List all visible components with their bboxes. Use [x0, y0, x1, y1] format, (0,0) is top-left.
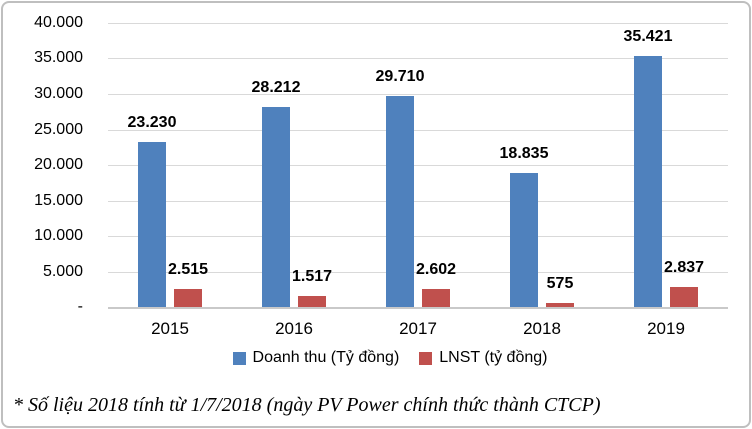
bar-value-label-lnst-2019: 2.837	[663, 259, 705, 276]
bar-value-label-lnst-2017: 2.602	[415, 261, 457, 278]
y-tick-label: 15.000	[34, 192, 83, 209]
y-tick-label: 20.000	[34, 156, 83, 173]
y-tick-label: 10.000	[34, 227, 83, 244]
bar-value-label-lnst-2018: 575	[546, 275, 574, 292]
bar-doanh-thu-2015	[138, 142, 166, 307]
x-tick-label-2017: 2017	[399, 319, 437, 338]
bar-value-label-lnst-2015: 2.515	[167, 261, 209, 278]
legend-marker-lnst-icon	[419, 351, 433, 365]
legend-item-doanh-thu: Doanh thu (Tỷ đồng)	[232, 349, 400, 367]
y-tick-label: 25.000	[34, 121, 83, 138]
y-tick-label: 40.000	[34, 14, 83, 31]
bar-lnst-2016	[298, 296, 326, 307]
gridline	[108, 272, 728, 273]
bar-doanh-thu-2017	[386, 96, 414, 307]
gridline	[108, 165, 728, 166]
gridline	[108, 236, 728, 237]
x-tick-label-2019: 2019	[647, 319, 685, 338]
y-tick-label: -	[77, 298, 83, 315]
bar-value-label-doanh-thu-2018: 18.835	[499, 145, 549, 162]
legend-label-lnst: LNST (tỷ đồng)	[439, 349, 548, 366]
bar-value-label-doanh-thu-2017: 29.710	[375, 68, 425, 85]
legend-item-lnst: LNST (tỷ đồng)	[419, 349, 547, 367]
gridline	[108, 201, 728, 202]
footnote: * Số liệu 2018 tính từ 1/7/2018 (ngày PV…	[13, 394, 601, 416]
legend-marker-doanh-thu-icon	[232, 351, 246, 365]
bar-value-label-doanh-thu-2015: 23.230	[127, 114, 177, 131]
x-axis-line	[108, 307, 728, 309]
y-tick-label: 5.000	[42, 263, 83, 280]
gridline	[108, 58, 728, 59]
bar-value-label-doanh-thu-2016: 28.212	[251, 79, 301, 96]
bar-lnst-2017	[422, 289, 450, 307]
bar-doanh-thu-2018	[510, 173, 538, 307]
gridline	[108, 94, 728, 95]
bar-doanh-thu-2019	[634, 56, 662, 307]
bar-doanh-thu-2016	[262, 107, 290, 307]
bar-lnst-2015	[174, 289, 202, 307]
legend-label-doanh-thu: Doanh thu (Tỷ đồng)	[252, 349, 400, 366]
bar-lnst-2018	[546, 303, 574, 307]
bar-value-label-lnst-2016: 1.517	[291, 268, 333, 285]
y-tick-label: 30.000	[34, 85, 83, 102]
y-tick-label: 35.000	[34, 49, 83, 66]
gridline	[108, 130, 728, 131]
gridline	[108, 23, 728, 24]
x-tick-label-2016: 2016	[275, 319, 313, 338]
x-tick-label-2015: 2015	[151, 319, 189, 338]
bar-lnst-2019	[670, 287, 698, 307]
legend: Doanh thu (Tỷ đồng) LNST (tỷ đồng)	[60, 348, 720, 368]
x-tick-label-2018: 2018	[523, 319, 561, 338]
bar-value-label-doanh-thu-2019: 35.421	[623, 28, 673, 45]
